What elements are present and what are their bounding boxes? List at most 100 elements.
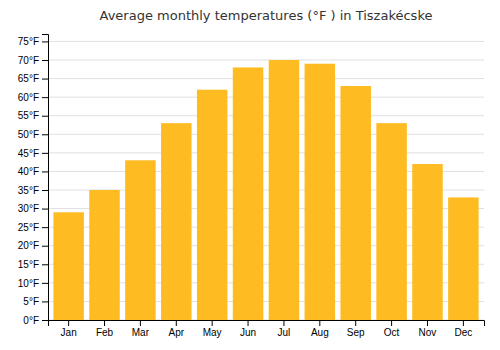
bar xyxy=(412,164,443,320)
y-tick-mark xyxy=(42,209,48,210)
x-tick-mark xyxy=(248,320,249,326)
grid-line xyxy=(48,152,484,153)
y-tick-mark xyxy=(42,60,48,61)
x-tick-label: May xyxy=(203,327,222,338)
x-axis-line xyxy=(49,321,485,327)
x-tick: Nov xyxy=(419,320,437,338)
bar xyxy=(269,60,300,320)
bar xyxy=(197,90,228,320)
y-tick: 0°F xyxy=(23,315,48,326)
y-tick-label: 30°F xyxy=(18,203,39,214)
plot-area: Jan Feb Mar Apr May Jun Jul Aug Sep Oct Nov Dec 0°F 5… xyxy=(18,35,485,339)
y-tick-label: 65°F xyxy=(18,73,39,84)
x-tick-mark xyxy=(427,320,428,326)
grid-line xyxy=(48,97,484,98)
x-tick-label: Feb xyxy=(96,327,114,338)
x-tick: Jul xyxy=(278,320,291,338)
y-tick-label: 25°F xyxy=(18,222,39,233)
x-tick-mark xyxy=(355,320,356,326)
bar xyxy=(305,64,336,320)
x-tick: Feb xyxy=(96,320,114,338)
x-tick-mark xyxy=(68,320,69,326)
y-tick: 65°F xyxy=(18,73,48,84)
x-tick-mark xyxy=(319,320,320,326)
x-tick: Jan xyxy=(61,320,77,338)
y-tick: 55°F xyxy=(18,110,48,121)
x-tick-mark xyxy=(283,320,284,326)
y-tick: 75°F xyxy=(18,36,48,47)
y-tick-label: 40°F xyxy=(18,166,39,177)
y-tick-label: 5°F xyxy=(23,296,39,307)
y-tick-mark xyxy=(42,301,48,302)
y-tick-label: 20°F xyxy=(18,240,39,251)
bar xyxy=(233,67,264,320)
y-tick-label: 45°F xyxy=(18,148,39,159)
grid-line xyxy=(48,115,484,116)
bar xyxy=(340,86,371,320)
x-tick: Jun xyxy=(240,320,256,338)
y-tick-mark xyxy=(42,246,48,247)
y-tick-mark xyxy=(42,227,48,228)
x-tick-mark xyxy=(463,320,464,326)
x-tick: Dec xyxy=(454,320,472,338)
bar xyxy=(376,123,407,320)
y-tick-mark xyxy=(42,171,48,172)
y-tick-mark xyxy=(42,134,48,135)
chart: Jan Feb Mar Apr May Jun Jul Aug Sep Oct Nov Dec 0°F 5… xyxy=(0,0,500,350)
y-tick-label: 0°F xyxy=(23,315,39,326)
x-tick-label: Sep xyxy=(347,327,365,338)
y-tick-label: 50°F xyxy=(18,129,39,140)
grid-line xyxy=(48,134,484,135)
x-tick: Sep xyxy=(347,320,365,338)
y-tick: 15°F xyxy=(18,259,48,270)
y-tick-mark xyxy=(42,97,48,98)
y-axis-line xyxy=(42,35,49,321)
x-tick-label: Dec xyxy=(454,327,472,338)
x-tick-mark xyxy=(391,320,392,326)
bar xyxy=(53,212,84,320)
y-tick: 50°F xyxy=(18,129,48,140)
y-tick-label: 60°F xyxy=(18,92,39,103)
grid-line xyxy=(48,60,484,61)
x-tick-label: Jul xyxy=(278,327,291,338)
title: Average monthly temperatures (°F ) in Ti… xyxy=(100,8,433,23)
y-tick-mark xyxy=(42,116,48,117)
x-tick: Aug xyxy=(311,320,329,338)
x-tick: Mar xyxy=(132,320,150,338)
y-tick-mark xyxy=(42,283,48,284)
y-tick: 5°F xyxy=(23,296,48,307)
y-tick: 10°F xyxy=(18,278,48,289)
bar xyxy=(161,123,192,320)
x-tick-label: Apr xyxy=(169,327,185,338)
y-tick-label: 15°F xyxy=(18,259,39,270)
x-tick-mark xyxy=(212,320,213,326)
x-tick-mark xyxy=(176,320,177,326)
x-tick: May xyxy=(203,320,222,338)
y-tick-label: 70°F xyxy=(18,55,39,66)
x-tick-label: Mar xyxy=(132,327,150,338)
bar xyxy=(89,190,120,320)
x-tick-mark xyxy=(104,320,105,326)
bar xyxy=(125,160,156,320)
x-tick: Apr xyxy=(169,320,185,338)
y-tick: 60°F xyxy=(18,92,48,103)
y-axis: 0°F 5°F 10°F 15°F 20°F 25°F 30°F 35°F 40°F 45°F 50… xyxy=(18,35,49,326)
x-tick-label: Aug xyxy=(311,327,329,338)
y-tick: 20°F xyxy=(18,240,48,251)
grid xyxy=(48,41,484,320)
y-tick: 70°F xyxy=(18,55,48,66)
y-tick: 35°F xyxy=(18,185,48,196)
y-tick-mark xyxy=(42,190,48,191)
y-tick-mark xyxy=(42,264,48,265)
y-tick-label: 35°F xyxy=(18,185,39,196)
x-tick-label: Oct xyxy=(384,327,400,338)
y-tick-label: 55°F xyxy=(18,110,39,121)
y-tick: 25°F xyxy=(18,222,48,233)
y-tick: 45°F xyxy=(18,148,48,159)
y-tick: 30°F xyxy=(18,203,48,214)
x-axis: Jan Feb Mar Apr May Jun Jul Aug Sep Oct Nov Dec xyxy=(49,320,485,338)
grid-line xyxy=(48,41,484,42)
x-tick-label: Jun xyxy=(240,327,256,338)
x-tick-label: Jan xyxy=(61,327,77,338)
y-tick-label: 10°F xyxy=(18,278,39,289)
